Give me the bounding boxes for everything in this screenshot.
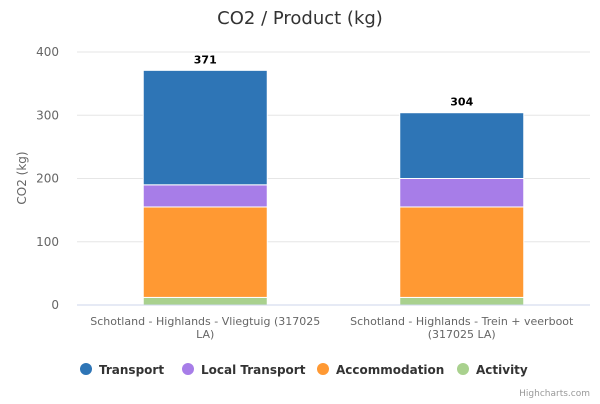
legend-marker (182, 363, 194, 375)
x-tick-label: LA) (196, 328, 214, 341)
credits-link[interactable]: Highcharts.com (519, 389, 590, 399)
y-tick-label: 400 (36, 45, 59, 59)
legend-marker (457, 363, 469, 375)
legend-marker (80, 363, 92, 375)
y-tick-label: 300 (36, 108, 59, 122)
bar-segment-accommodation[interactable] (142, 206, 268, 298)
legend-item-activity[interactable]: Activity (457, 363, 528, 377)
stack-totals: 371 304 (194, 53, 474, 108)
bar-segment-local-transport[interactable] (399, 178, 525, 208)
legend-label: Transport (99, 363, 164, 377)
y-axis-ticks: 0 100 200 300 400 (36, 45, 59, 312)
stack-total-label: 371 (194, 53, 217, 66)
y-tick-label: 100 (36, 235, 59, 249)
bar-segment-activity[interactable] (142, 296, 268, 306)
legend-item-local-transport[interactable]: Local Transport (182, 363, 306, 377)
y-tick-label: 200 (36, 172, 59, 186)
y-tick-label: 0 (51, 298, 59, 312)
bar-segment-transport[interactable] (142, 69, 268, 186)
x-axis-labels: Schotland - Highlands - Vliegtuig (31702… (90, 315, 574, 341)
stack-total-label: 304 (450, 96, 473, 109)
bar-segment-accommodation[interactable] (399, 206, 525, 298)
legend-label: Local Transport (201, 363, 306, 377)
legend-label: Activity (476, 363, 528, 377)
legend-item-transport[interactable]: Transport (80, 363, 164, 377)
legend-marker (317, 363, 329, 375)
bars (142, 69, 525, 306)
legend-item-accommodation[interactable]: Accommodation (317, 363, 444, 377)
y-axis-title: CO2 (kg) (15, 151, 29, 204)
bar-segment-local-transport[interactable] (142, 184, 268, 208)
legend: Transport Local Transport Accommodation Act… (80, 363, 528, 377)
x-tick-label: (317025 LA) (428, 328, 496, 341)
x-tick-label: Schotland - Highlands - Trein + veerboot (350, 315, 574, 328)
legend-label: Accommodation (336, 363, 444, 377)
bar-segment-activity[interactable] (399, 296, 525, 306)
chart-title: CO2 / Product (kg) (217, 8, 383, 29)
x-tick-label: Schotland - Highlands - Vliegtuig (31702… (90, 315, 320, 328)
bar-segment-transport[interactable] (399, 112, 525, 179)
